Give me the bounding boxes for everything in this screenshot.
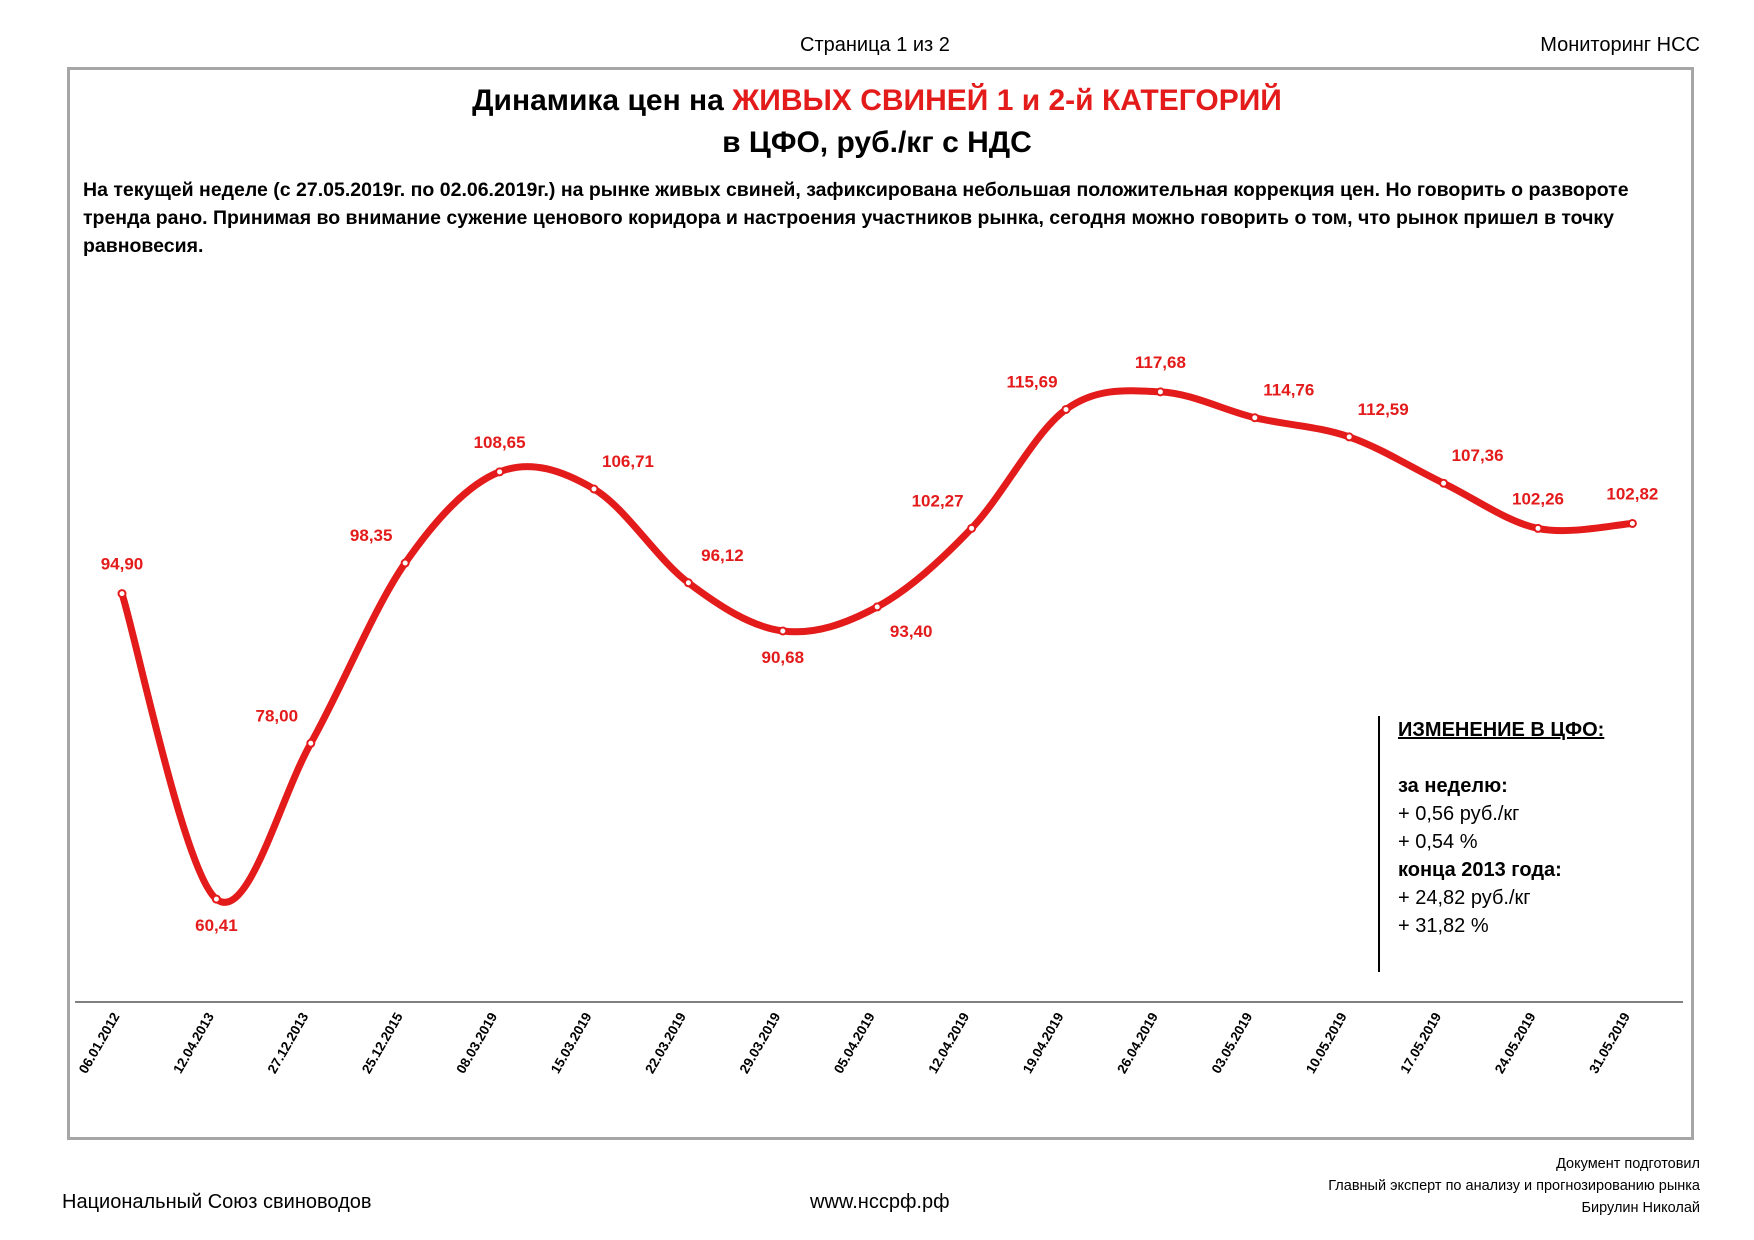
data-label: 102,26 [1512, 489, 1564, 508]
data-point [495, 467, 505, 477]
data-point [211, 894, 221, 904]
data-point [1627, 518, 1637, 528]
week-pct-change: + 0,54 % [1398, 831, 1478, 853]
chart-title-line1: Динамика цен на ЖИВЫХ СВИНЕЙ 1 и 2-й КАТ… [0, 84, 1754, 118]
info-divider [1378, 716, 1380, 972]
x-tick-label: 06.01.2012 [76, 1010, 123, 1076]
data-point [778, 626, 788, 636]
footer-prepared-by: Документ подготовил [1556, 1156, 1700, 1172]
x-tick-label: 26.04.2019 [1114, 1010, 1161, 1076]
footer-author-block: Документ подготовил Главный эксперт по а… [1328, 1153, 1700, 1219]
data-label: 90,68 [762, 648, 805, 667]
since-rub-change: + 24,82 руб./кг [1398, 887, 1531, 909]
data-point [306, 738, 316, 748]
data-point [683, 578, 693, 588]
chart-frame [67, 67, 1694, 1140]
footer-position: Главный эксперт по анализу и прогнозиров… [1328, 1178, 1700, 1194]
x-tick-label: 10.05.2019 [1303, 1010, 1350, 1076]
x-tick-label: 22.03.2019 [642, 1010, 689, 1076]
x-tick-label: 05.04.2019 [831, 1010, 878, 1076]
data-point [1155, 387, 1165, 397]
x-tick-label: 12.04.2013 [170, 1010, 217, 1076]
data-point [1344, 432, 1354, 442]
data-point [1439, 478, 1449, 488]
x-tick-label: 15.03.2019 [548, 1010, 595, 1076]
x-tick-label: 31.05.2019 [1586, 1010, 1633, 1076]
data-label: 94,90 [101, 555, 144, 574]
x-tick-label: 24.05.2019 [1492, 1010, 1539, 1076]
data-label: 115,69 [1006, 372, 1057, 391]
since-label: конца 2013 года: [1398, 859, 1562, 881]
title-prefix: Динамика цен на [472, 84, 733, 117]
change-heading: ИЗМЕНЕНИЕ В ЦФО: [1398, 719, 1605, 741]
title-highlight: ЖИВЫХ СВИНЕЙ 1 и 2-й КАТЕГОРИЙ [732, 84, 1282, 117]
data-label: 60,41 [195, 916, 238, 935]
data-label: 108,65 [474, 433, 526, 452]
data-label: 114,76 [1263, 381, 1314, 400]
chart-title-line2: в ЦФО, руб./кг с НДС [722, 126, 1032, 159]
data-label: 102,27 [912, 491, 964, 510]
change-info-box: ИЗМЕНЕНИЕ В ЦФО: за неделю: + 0,56 руб./… [1398, 716, 1604, 940]
data-label: 102,82 [1606, 484, 1658, 503]
page-number: Страница 1 из 2 [800, 34, 950, 56]
x-tick-label: 12.04.2019 [925, 1010, 972, 1076]
data-point [1250, 413, 1260, 423]
data-point [872, 602, 882, 612]
data-label: 93,40 [890, 622, 933, 641]
data-point [117, 589, 127, 599]
data-point [967, 523, 977, 533]
x-tick-label: 17.05.2019 [1397, 1010, 1444, 1076]
x-tick-label: 27.12.2013 [265, 1010, 312, 1076]
data-point [400, 558, 410, 568]
footer-website[interactable]: www.нссрф.рф [810, 1191, 950, 1213]
intro-paragraph: На текущей неделе (с 27.05.2019г. по 02.… [83, 179, 1629, 257]
week-label: за неделю: [1398, 775, 1508, 797]
monitoring-label: Мониторинг НСС [1540, 34, 1700, 56]
data-label: 98,35 [350, 526, 393, 545]
data-label: 106,71 [602, 452, 654, 471]
x-tick-label: 19.04.2019 [1020, 1010, 1067, 1076]
data-point [1061, 404, 1071, 414]
footer-author-name: Бирулин Николай [1581, 1200, 1701, 1216]
week-rub-change: + 0,56 руб./кг [1398, 803, 1520, 825]
data-label: 107,36 [1452, 446, 1504, 465]
x-tick-label: 29.03.2019 [737, 1010, 784, 1076]
footer-organization: Национальный Союз свиноводов [62, 1191, 372, 1213]
data-label: 117,68 [1135, 353, 1186, 372]
data-point [1533, 523, 1543, 533]
x-tick-label: 03.05.2019 [1209, 1010, 1256, 1076]
x-tick-label: 08.03.2019 [453, 1010, 500, 1076]
since-pct-change: + 31,82 % [1398, 915, 1489, 937]
data-label: 96,12 [701, 546, 744, 565]
data-label: 112,59 [1358, 400, 1409, 419]
data-label: 78,00 [256, 706, 299, 725]
data-point [589, 484, 599, 494]
x-tick-label: 25.12.2015 [359, 1010, 406, 1076]
